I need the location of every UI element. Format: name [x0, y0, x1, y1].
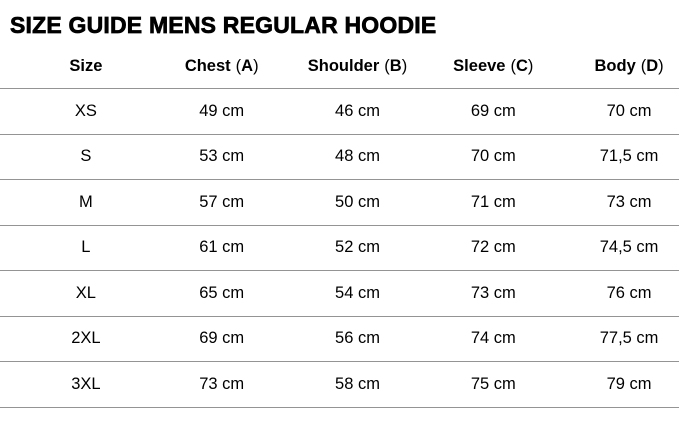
column-header-body: Body (D): [543, 45, 679, 89]
header-label-chest: Chest: [184, 57, 231, 75]
paren-close: ): [527, 57, 534, 75]
column-header-shoulder: Shoulder (B): [271, 45, 408, 89]
paren-open: (: [235, 57, 242, 75]
header-code-shoulder: B: [389, 57, 402, 75]
cell-shoulder: 50 cm: [271, 179, 408, 226]
cell-size: 2XL: [0, 316, 136, 362]
cell-sleeve: 70 cm: [407, 134, 544, 180]
header-code-sleeve: C: [515, 57, 528, 75]
column-header-chest: Chest (A): [135, 45, 272, 89]
cell-body: 74,5 cm: [543, 225, 679, 271]
paren-open: (: [640, 57, 647, 75]
cell-sleeve: 74 cm: [407, 316, 544, 362]
column-header-size: Size: [0, 45, 136, 89]
cell-sleeve: 72 cm: [407, 225, 544, 271]
cell-chest: 57 cm: [135, 179, 272, 226]
cell-shoulder: 52 cm: [271, 225, 408, 271]
cell-body: 73 cm: [543, 179, 679, 226]
cell-sleeve: 71 cm: [407, 179, 544, 226]
cell-chest: 53 cm: [135, 134, 272, 180]
cell-shoulder: 46 cm: [271, 88, 408, 135]
size-guide-table: Size Chest (A) Shoulder (B) Sleeve (C) Body…: [0, 45, 679, 408]
header-label-sleeve: Sleeve: [453, 57, 506, 75]
page-title: SIZE GUIDE MENS REGULAR HOODIE: [10, 12, 437, 38]
cell-chest: 73 cm: [135, 361, 272, 408]
cell-chest: 61 cm: [135, 225, 272, 271]
column-header-sleeve: Sleeve (C): [407, 45, 544, 89]
table-row-2xl: 2XL 69 cm 56 cm 74 cm 77,5 cm: [0, 316, 679, 362]
cell-size: L: [0, 225, 136, 271]
header-label-size: Size: [69, 57, 103, 75]
cell-chest: 49 cm: [135, 88, 272, 135]
cell-shoulder: 54 cm: [271, 270, 408, 317]
table-row-3xl: 3XL 73 cm 58 cm 75 cm 79 cm: [0, 361, 679, 408]
paren-close: ): [401, 57, 408, 75]
table-row-s: S 53 cm 48 cm 70 cm 71,5 cm: [0, 134, 679, 180]
header-label-body: Body: [594, 57, 636, 75]
table-row-l: L 61 cm 52 cm 72 cm 74,5 cm: [0, 225, 679, 271]
cell-shoulder: 48 cm: [271, 134, 408, 180]
cell-chest: 69 cm: [135, 316, 272, 362]
cell-body: 71,5 cm: [543, 134, 679, 180]
cell-sleeve: 69 cm: [407, 88, 544, 135]
paren-open: (: [384, 57, 390, 75]
paren-open: (: [510, 57, 516, 75]
header-row: Size Chest (A) Shoulder (B) Sleeve (C) Body…: [0, 45, 679, 89]
cell-sleeve: 75 cm: [407, 361, 544, 408]
cell-size: 3XL: [0, 361, 136, 408]
header-code-body: D: [646, 57, 659, 75]
cell-sleeve: 73 cm: [407, 270, 544, 317]
table-row-xs: XS 49 cm 46 cm 69 cm 70 cm: [0, 88, 679, 135]
paren-close: ): [253, 57, 259, 75]
header-label-shoulder: Shoulder: [307, 57, 380, 75]
cell-size: XS: [0, 88, 136, 135]
cell-shoulder: 56 cm: [271, 316, 408, 362]
cell-size: M: [0, 179, 136, 226]
table-row-xl: XL 65 cm 54 cm 73 cm 76 cm: [0, 270, 679, 317]
cell-chest: 65 cm: [135, 270, 272, 317]
cell-body: 77,5 cm: [543, 316, 679, 362]
cell-body: 79 cm: [543, 361, 679, 408]
cell-size: XL: [0, 270, 136, 317]
header-code-chest: A: [241, 57, 254, 75]
cell-body: 76 cm: [543, 270, 679, 317]
cell-shoulder: 58 cm: [271, 361, 408, 408]
cell-size: S: [0, 134, 136, 180]
paren-close: ): [658, 57, 664, 75]
cell-body: 70 cm: [543, 88, 679, 135]
table-row-m: M 57 cm 50 cm 71 cm 73 cm: [0, 179, 679, 226]
